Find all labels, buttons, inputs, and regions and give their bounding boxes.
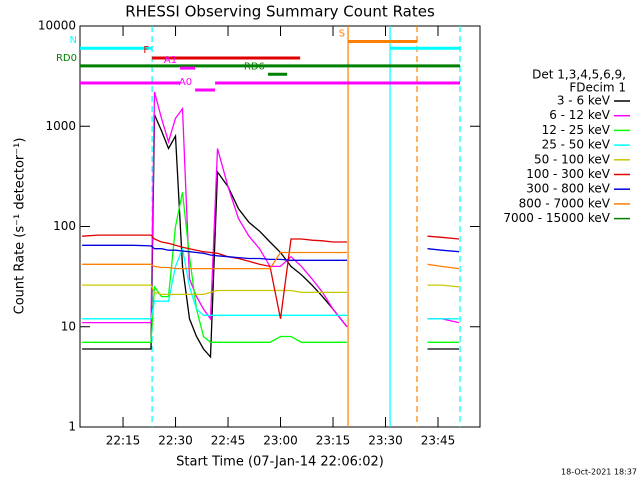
chart-title: RHESSI Observing Summary Count Rates: [125, 3, 435, 21]
flag-label: RD0: [56, 53, 77, 64]
x-tick-label: 23:45: [421, 434, 456, 448]
flag-label: A0: [179, 77, 192, 88]
series-line: [82, 192, 459, 343]
flag-label: A1: [164, 55, 177, 66]
legend-label: 3 - 6 keV: [557, 94, 611, 108]
flag-label: N: [70, 35, 77, 46]
legend-title: Det 1,3,4,5,6,9,: [532, 68, 626, 82]
x-tick-label: 23:00: [263, 434, 298, 448]
series-line: [82, 246, 459, 320]
y-tick-label: 10: [61, 319, 76, 333]
x-tick-label: 23:30: [368, 434, 403, 448]
legend-label: 25 - 50 keV: [542, 138, 611, 152]
y-tick-label: 1000: [45, 119, 76, 133]
legend-label: 300 - 800 keV: [526, 182, 610, 196]
legend-label: 6 - 12 keV: [549, 108, 611, 122]
legend-title: FDecim 1: [569, 81, 626, 95]
y-axis-label: Count Rate (s⁻¹ detector⁻¹): [13, 138, 28, 315]
x-tick-label: 23:15: [316, 434, 351, 448]
series-line: [82, 284, 460, 296]
flag-label: F: [143, 45, 149, 56]
flag-label: RD6: [244, 61, 265, 72]
legend-label: 800 - 7000 keV: [519, 196, 611, 210]
y-tick-label: 100: [53, 219, 76, 233]
x-tick-label: 22:45: [211, 434, 246, 448]
timestamp: 18-Oct-2021 18:37: [561, 468, 637, 477]
legend-label: 12 - 25 keV: [542, 123, 611, 137]
x-tick-label: 22:30: [158, 434, 193, 448]
legend-label: 50 - 100 keV: [534, 152, 611, 166]
y-tick-label: 1: [68, 420, 76, 434]
legend-label: 100 - 300 keV: [526, 167, 610, 181]
x-tick-label: 22:15: [106, 434, 141, 448]
series-line: [82, 244, 460, 261]
y-tick-label: 10000: [38, 19, 76, 33]
x-axis-label: Start Time (07-Jan-14 22:06:02): [176, 455, 384, 470]
legend-label: 7000 - 15000 keV: [503, 211, 610, 225]
series-line: [82, 234, 460, 319]
flag-label: S: [339, 29, 345, 40]
series-line: [82, 251, 460, 270]
